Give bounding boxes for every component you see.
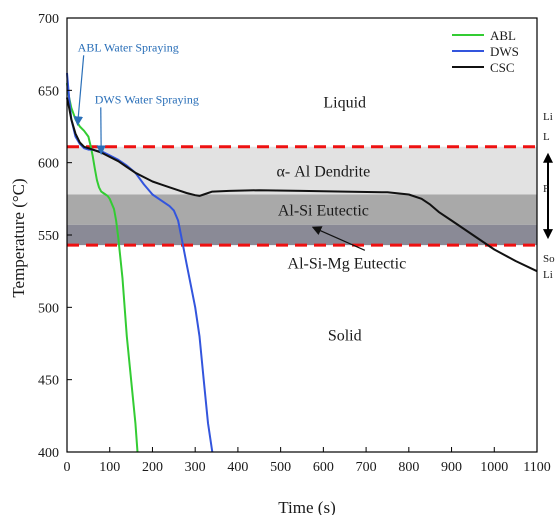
y-axis-title: Temperature (°C) [9,178,28,297]
band-label-0: α- Al Dendrite [277,164,371,181]
range-arrow-head-top [543,153,553,163]
x-tick-label: 1100 [523,460,550,475]
annotation-arrow-0 [78,55,84,123]
x-tick-label: 600 [313,460,334,475]
right-edge-label: So [543,253,555,265]
x-tick-label: 0 [64,460,71,475]
y-tick-label: 450 [38,374,59,389]
x-tick-label: 300 [185,460,206,475]
range-arrow-head-bottom [543,229,553,239]
x-tick-label: 100 [99,460,120,475]
annotation-1: DWS Water Spraying [95,92,199,106]
x-tick-label: 700 [356,460,377,475]
region-label-solid: Solid [328,328,362,345]
y-tick-label: 700 [38,12,59,27]
y-tick-label: 550 [38,229,59,244]
right-edge-label: Li [543,111,553,123]
y-tick-label: 650 [38,84,59,99]
region-label-liquid: Liquid [323,95,366,112]
legend-label-abl: ABL [490,28,516,43]
right-edge-label: F [543,183,549,195]
legend-label-dws: DWS [490,44,519,59]
x-tick-label: 200 [142,460,163,475]
x-axis-title: Time (s) [278,498,335,515]
y-tick-label: 400 [38,446,59,461]
band-label-1: Al-Si Eutectic [278,203,369,220]
y-tick-label: 600 [38,157,59,172]
annotation-0: ABL Water Spraying [78,40,179,54]
x-tick-label: 800 [398,460,419,475]
right-edge-label: L [543,131,550,143]
x-tick-label: 1000 [480,460,508,475]
y-tick-label: 500 [38,301,59,316]
x-tick-label: 500 [270,460,291,475]
x-tick-label: 400 [227,460,248,475]
annotation-2: Al-Si-Mg Eutectic [288,255,407,272]
x-tick-label: 900 [441,460,462,475]
band-2 [67,225,537,245]
series-line-dws [67,73,212,452]
right-edge-label: Li [543,269,553,281]
legend-label-csc: CSC [490,60,515,75]
